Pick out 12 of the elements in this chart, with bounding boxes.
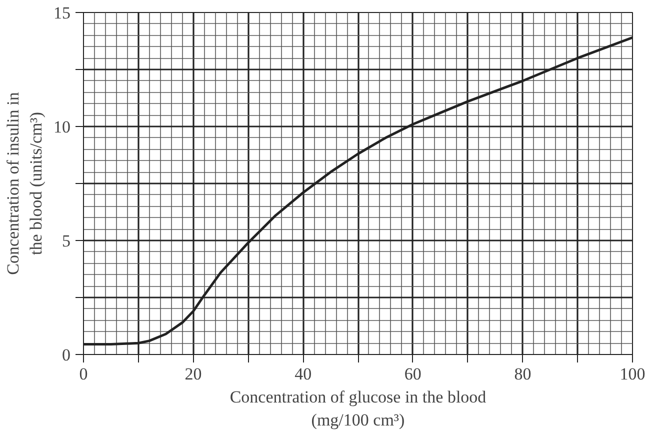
x-tick-label: 60 xyxy=(404,364,422,384)
y-tick-label: 0 xyxy=(62,346,70,364)
y-tick-label: 5 xyxy=(62,232,70,250)
x-tick-label: 20 xyxy=(184,364,202,384)
x-axis-title: Concentration of glucose in the blood (mg/100 cm³) xyxy=(230,388,487,430)
y-tick-label: 10 xyxy=(54,118,70,136)
x-tick-label: 80 xyxy=(514,364,532,384)
x-tick-label: 40 xyxy=(294,364,312,384)
y-axis-title: Concentration of insulin in the blood (units/cm³) xyxy=(4,92,46,275)
x-tick-label: 100 xyxy=(620,364,646,384)
x-tick-label: 0 xyxy=(79,364,88,384)
y-tick-label: 15 xyxy=(54,4,70,22)
